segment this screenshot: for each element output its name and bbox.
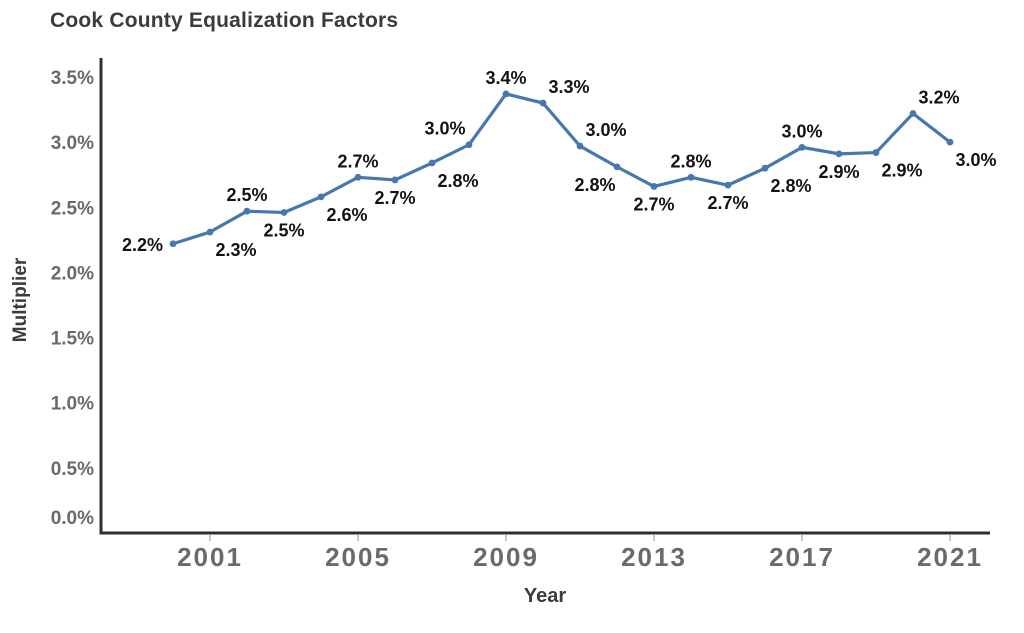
data-point-marker [613, 163, 621, 171]
x-tick-label: 2009 [473, 542, 539, 572]
data-point-marker [872, 149, 880, 156]
data-point-label: 2.5% [226, 185, 267, 205]
y-tick-label: 0.5% [51, 459, 94, 480]
data-point-marker [798, 143, 806, 151]
data-point-marker [576, 142, 584, 150]
x-axis-title: Year [523, 585, 567, 607]
data-point-label: 3.0% [424, 119, 465, 139]
x-tick-label: 2013 [621, 542, 687, 572]
data-point-label: 3.0% [955, 150, 996, 170]
data-point-label: 2.3% [215, 240, 256, 260]
data-point-marker [946, 138, 954, 146]
data-point-label: 3.3% [548, 77, 589, 97]
y-tick-label: 1.5% [51, 329, 94, 350]
x-tick-label: 2005 [325, 542, 391, 572]
y-tick-label: 3.0% [51, 133, 94, 154]
data-point-label: 2.8% [437, 171, 478, 191]
data-point-label: 2.9% [881, 161, 922, 181]
data-point-marker [687, 173, 695, 181]
data-point-marker [835, 150, 843, 158]
data-point-marker [428, 159, 436, 167]
data-point-label: 2.8% [770, 176, 811, 196]
data-point-marker [391, 176, 399, 184]
data-point-label: 2.7% [707, 193, 748, 213]
data-point-label: 2.7% [337, 151, 378, 171]
data-point-marker [724, 181, 732, 189]
chart-title: Cook County Equalization Factors [50, 9, 399, 32]
data-point-label: 2.8% [670, 151, 711, 171]
data-point-label: 3.0% [585, 120, 626, 140]
y-tick-label: 3.5% [51, 68, 94, 89]
data-point-label: 2.9% [818, 162, 859, 182]
data-point-label: 2.5% [263, 220, 304, 240]
data-point-label: 2.7% [374, 188, 415, 208]
data-point-label: 2.6% [326, 205, 367, 225]
data-point-marker [317, 193, 325, 201]
y-tick-label: 2.5% [51, 198, 94, 219]
data-point-marker [354, 173, 362, 181]
data-point-marker [206, 228, 214, 236]
data-point-marker [280, 209, 288, 216]
data-point-marker [539, 99, 547, 107]
data-point-marker [650, 183, 658, 190]
y-tick-label: 1.0% [51, 394, 94, 415]
data-point-marker [502, 90, 510, 98]
data-point-marker [169, 240, 177, 248]
y-tick-label: 2.0% [51, 263, 94, 284]
data-point-label: 3.2% [918, 87, 959, 107]
x-tick-label: 2017 [769, 542, 835, 572]
data-point-label: 2.7% [633, 194, 674, 214]
x-tick-label: 2021 [917, 542, 983, 572]
x-tick-label: 2001 [177, 542, 243, 572]
series-line [171, 92, 952, 246]
y-axis-title: Multiplier [10, 257, 31, 343]
data-point-marker [243, 207, 251, 215]
data-point-marker [761, 164, 769, 172]
data-point-label: 2.2% [122, 235, 163, 255]
data-point-label: 3.4% [485, 68, 526, 88]
data-point-marker [909, 110, 917, 117]
data-point-marker [465, 141, 473, 149]
y-tick-label: 0.0% [51, 508, 94, 529]
data-point-label: 2.8% [574, 175, 615, 195]
data-point-label: 3.0% [781, 121, 822, 141]
